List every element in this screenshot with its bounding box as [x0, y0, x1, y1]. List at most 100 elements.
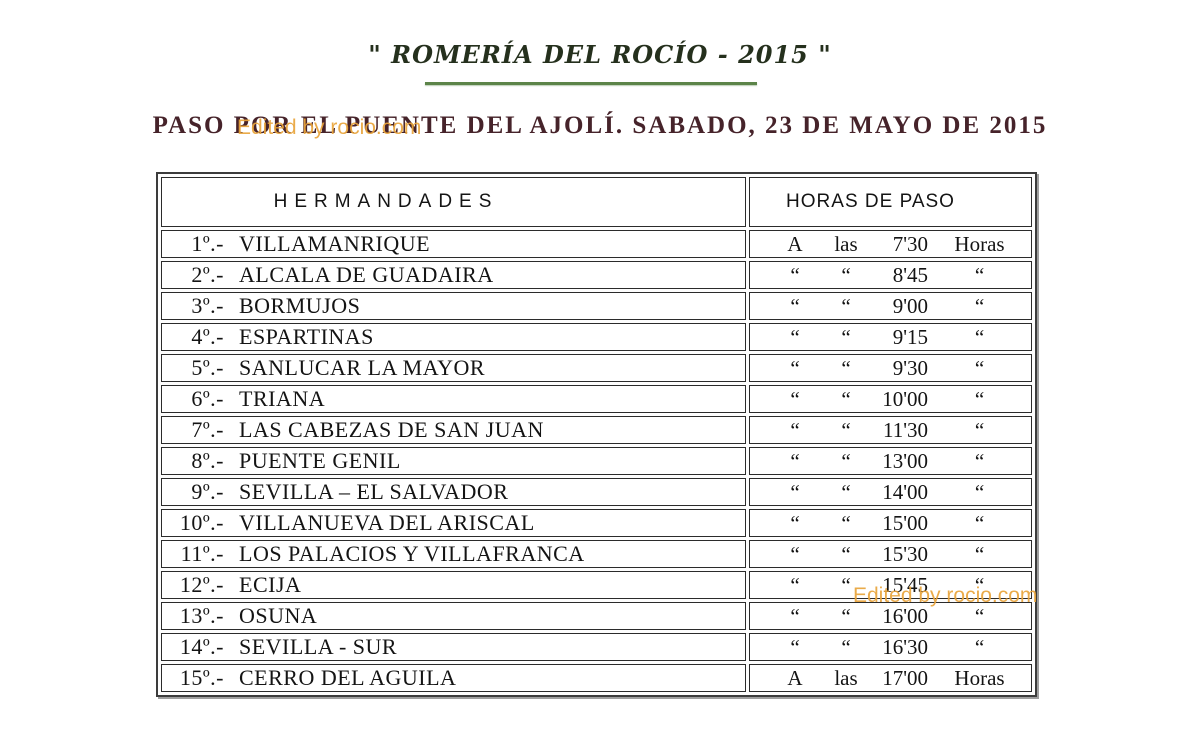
hora-prefix-1: “ [790, 324, 800, 349]
hermandad-name: ECIJA [239, 572, 302, 597]
hora-prefix-1: “ [790, 479, 800, 504]
hora-de-paso-cell: “ “ 13'00 “ [749, 447, 1032, 475]
hora-prefix-2: “ [841, 324, 851, 349]
row-ordinal: 4º.- [191, 324, 224, 349]
hermandad-cell: 10º.- VILLANUEVA DEL ARISCAL [161, 509, 746, 537]
row-ordinal: 3º.- [191, 293, 224, 318]
table-row: 9º.- SEVILLA – EL SALVADOR “ “ 14'00 “ [161, 478, 1032, 506]
hora-de-paso-cell: “ “ 10'00 “ [749, 385, 1032, 413]
hora-prefix-1: “ [790, 293, 800, 318]
table-row: 11º.- LOS PALACIOS Y VILLAFRANCA “ “ 15'30 “ [161, 540, 1032, 568]
hermandad-cell: 8º.- PUENTE GENIL [161, 447, 746, 475]
hora-de-paso-cell: “ “ 11'30 “ [749, 416, 1032, 444]
hermandad-name: VILLANUEVA DEL ARISCAL [239, 510, 535, 535]
hora-prefix-2: “ [841, 510, 851, 535]
hermandad-cell: 9º.- SEVILLA – EL SALVADOR [161, 478, 746, 506]
table-row: 3º.- BORMUJOS “ “ 9'00 “ [161, 292, 1032, 320]
hora-de-paso-cell: “ “ 15'45 “ [749, 571, 1032, 599]
hora-prefix-1: “ [790, 541, 800, 566]
hora-suffix: “ [974, 572, 985, 597]
hora-suffix: Horas [954, 665, 1005, 690]
table-row: 5º.- SANLUCAR LA MAYOR “ “ 9'30 “ [161, 354, 1032, 382]
hora-prefix-1: “ [790, 355, 800, 380]
hora-time: 16'00 [882, 603, 928, 628]
page-title: " ROMERÍA DEL ROCÍO - 2015 " [368, 40, 832, 69]
hermandad-cell: 4º.- ESPARTINAS [161, 323, 746, 351]
hora-prefix-2: “ [841, 293, 851, 318]
hora-time: 11'30 [882, 417, 928, 442]
hora-de-paso-cell: “ “ 14'00 “ [749, 478, 1032, 506]
hora-suffix: “ [974, 417, 985, 442]
table-row: 6º.- TRIANA “ “ 10'00 “ [161, 385, 1032, 413]
hora-de-paso-cell: “ “ 9'15 “ [749, 323, 1032, 351]
hora-prefix-1: “ [790, 603, 800, 628]
hora-time: 15'30 [882, 541, 928, 566]
row-ordinal: 5º.- [191, 355, 224, 380]
row-ordinal: 6º.- [191, 386, 224, 411]
column-header-hermandades: HERMANDADES [161, 177, 746, 227]
hermandad-cell: 5º.- SANLUCAR LA MAYOR [161, 354, 746, 382]
hermandad-cell: 11º.- LOS PALACIOS Y VILLAFRANCA [161, 540, 746, 568]
hora-prefix-2: “ [841, 572, 851, 597]
hora-prefix-1: “ [790, 262, 800, 287]
hermandad-name: LOS PALACIOS Y VILLAFRANCA [239, 541, 585, 566]
hora-prefix-2: “ [841, 355, 851, 380]
page-subtitle: PASO POR EL PUENTE DEL AJOLÍ. SABADO, 23… [152, 112, 1048, 139]
row-ordinal: 12º.- [179, 572, 224, 597]
hora-suffix: “ [974, 541, 985, 566]
hora-time: 8'45 [892, 262, 928, 287]
hermandad-cell: 14º.- SEVILLA - SUR [161, 633, 746, 661]
table-header-row: HERMANDADES HORAS DE PASO [161, 177, 1032, 227]
hora-prefix-1: “ [790, 572, 800, 597]
table-row: 7º.- LAS CABEZAS DE SAN JUAN “ “ 11'30 “ [161, 416, 1032, 444]
table-row: 14º.- SEVILLA - SUR “ “ 16'30 “ [161, 633, 1032, 661]
hora-de-paso-cell: “ “ 16'30 “ [749, 633, 1032, 661]
hora-suffix: “ [974, 510, 985, 535]
hora-suffix: “ [974, 324, 985, 349]
hermandad-cell: 6º.- TRIANA [161, 385, 746, 413]
hora-suffix: Horas [954, 231, 1005, 256]
hora-prefix-2: las [834, 231, 858, 256]
row-ordinal: 8º.- [191, 448, 224, 473]
table-row: 13º.- OSUNA “ “ 16'00 “ [161, 602, 1032, 630]
row-ordinal: 7º.- [191, 417, 224, 442]
hora-suffix: “ [974, 355, 985, 380]
table-row: 8º.- PUENTE GENIL “ “ 13'00 “ [161, 447, 1032, 475]
hora-time: 9'15 [892, 324, 928, 349]
hermandad-name: CERRO DEL AGUILA [239, 665, 457, 690]
table-row: 10º.- VILLANUEVA DEL ARISCAL “ “ 15'00 “ [161, 509, 1032, 537]
hora-prefix-2: “ [841, 417, 851, 442]
hora-prefix-2: “ [841, 634, 851, 659]
hermandad-cell: 1º.- VILLAMANRIQUE [161, 230, 746, 258]
hora-de-paso-cell: “ “ 16'00 “ [749, 602, 1032, 630]
row-ordinal: 13º.- [179, 603, 224, 628]
hora-prefix-2: “ [841, 603, 851, 628]
row-ordinal: 2º.- [191, 262, 224, 287]
hermandad-name: PUENTE GENIL [239, 448, 401, 473]
hora-de-paso-cell: “ “ 15'30 “ [749, 540, 1032, 568]
hora-prefix-2: “ [841, 479, 851, 504]
hermandad-cell: 13º.- OSUNA [161, 602, 746, 630]
hermandad-name: LAS CABEZAS DE SAN JUAN [239, 417, 544, 442]
hermandad-cell: 12º.- ECIJA [161, 571, 746, 599]
table-row: 12º.- ECIJA “ “ 15'45 “ [161, 571, 1032, 599]
hora-de-paso-cell: “ “ 9'30 “ [749, 354, 1032, 382]
hermandad-name: SEVILLA - SUR [239, 634, 398, 659]
hermandad-name: BORMUJOS [239, 293, 361, 318]
hora-prefix-2: las [834, 665, 858, 690]
hora-time: 13'00 [882, 448, 928, 473]
hora-suffix: “ [974, 262, 985, 287]
hora-time: 14'00 [882, 479, 928, 504]
hora-time: 7'30 [892, 231, 928, 256]
hermandad-cell: 2º.- ALCALA DE GUADAIRA [161, 261, 746, 289]
hora-prefix-1: A [787, 665, 803, 690]
hermandad-name: VILLAMANRIQUE [239, 231, 431, 256]
hora-time: 17'00 [882, 665, 928, 690]
hora-prefix-1: “ [790, 634, 800, 659]
hora-prefix-1: “ [790, 417, 800, 442]
